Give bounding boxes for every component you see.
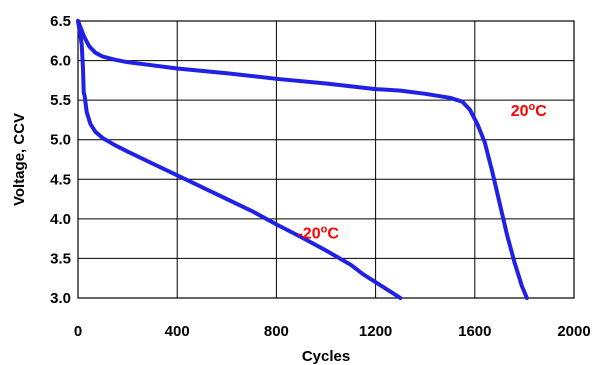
y-tick-label: 4.0 <box>50 211 71 228</box>
y-tick-label: 6.5 <box>50 13 71 30</box>
x-tick-label: 800 <box>264 323 289 340</box>
series-label-degree: o <box>321 224 328 236</box>
series-label-unit: C <box>327 226 339 243</box>
y-tick-label: 6.0 <box>50 53 71 70</box>
plot-grid <box>77 20 575 299</box>
x-axis-title: Cycles <box>302 348 350 365</box>
series-label-value: 20 <box>511 103 529 120</box>
series-label-0: 20oC <box>511 101 548 120</box>
series-label-1: -20oC <box>297 224 339 243</box>
y-tick-label: 3.0 <box>50 290 71 307</box>
series-layer: 20oC-20oC <box>76 19 548 300</box>
x-tick-label: 1600 <box>458 323 491 340</box>
x-tick-label: 400 <box>165 323 190 340</box>
series-label-degree: o <box>529 101 536 113</box>
y-tick-label: 5.5 <box>50 92 71 109</box>
x-tick-label: 2000 <box>557 323 590 340</box>
series-label-value: -20 <box>297 226 320 243</box>
x-tick-label: 0 <box>74 323 82 340</box>
series-line-1 <box>76 19 403 300</box>
plot-frame <box>77 20 575 299</box>
y-axis-title: Voltage, CCV <box>11 113 28 206</box>
y-tick-label: 5.0 <box>50 132 71 149</box>
axes-labels: 0 400 800 1200 1600 2000 6.5 6.0 5.5 5.0 4.5 4.0 3.5… <box>50 13 591 340</box>
y-tick-label: 3.5 <box>50 250 71 267</box>
x-tick-label: 1200 <box>359 323 392 340</box>
series-line-0 <box>76 19 529 300</box>
y-tick-label: 4.5 <box>50 171 71 188</box>
series-label-unit: C <box>535 103 547 120</box>
